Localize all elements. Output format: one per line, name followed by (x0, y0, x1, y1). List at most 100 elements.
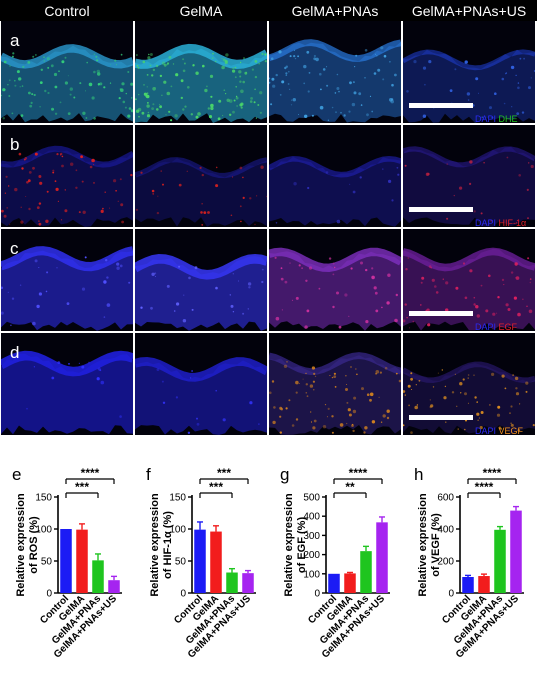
bar-3 (510, 510, 522, 593)
bar-0 (328, 573, 340, 593)
chart-h: h 0 200 400 600 Relative expressionof VEGF (%… (402, 447, 536, 679)
y-axis-label-line1: Relative expression (149, 493, 161, 597)
y-tick-label: 500 (303, 493, 320, 504)
column-header-gelma-pnas: GelMA+PNAs (291, 3, 379, 19)
stain-legend-dapi: DAPI (475, 114, 499, 124)
y-axis-label-line2: of ROS (%) (28, 516, 40, 574)
bar-1 (478, 576, 490, 593)
stain-legend-dapi: DAPI (475, 426, 499, 436)
stain-legend-marker: EGF (498, 322, 518, 332)
column-header-strip: Control GelMA GelMA+PNAs GelMA+PNAs+US (0, 0, 537, 21)
panel-letter-a: a (10, 31, 20, 50)
y-tick-label: 50 (41, 557, 53, 568)
stain-legend-marker: DHE (498, 114, 518, 124)
stain-legend-b: DAPI HIF-1α (475, 218, 526, 228)
y-tick-label: 600 (437, 493, 454, 504)
y-tick-label: 400 (437, 525, 454, 536)
scale-bar (409, 415, 473, 420)
scale-bar (409, 311, 473, 316)
micrograph-row-b-col-2 (135, 125, 267, 227)
chart-letter-e: e (12, 465, 22, 484)
stain-legend-dapi: DAPI (475, 322, 499, 332)
micrograph-row-a-col-2 (135, 21, 267, 123)
y-axis-label: Relative expressionof HIF-1α (%) (149, 493, 174, 597)
column-header-gelma-pnas-us: GelMA+PNAs+US (411, 3, 527, 19)
y-tick-label: 150 (169, 493, 186, 504)
bar-3 (108, 580, 120, 593)
bar-2 (226, 572, 238, 593)
panel-letter-d: d (10, 343, 20, 362)
stain-legend-marker: HIF-1α (498, 218, 527, 228)
y-tick-label: 200 (303, 550, 320, 561)
scale-bar (409, 103, 473, 108)
micrograph-row-b-col-3 (269, 125, 401, 227)
chart-letter-f: f (146, 465, 151, 484)
sig-label: **** (475, 480, 494, 494)
y-tick-label: 0 (314, 589, 320, 600)
bar-2 (360, 551, 372, 593)
y-tick-label: 50 (175, 557, 187, 568)
micrograph-row-d-col-2 (135, 333, 267, 435)
bar-3 (376, 522, 388, 593)
bar-0 (194, 529, 206, 593)
micrograph-row-c-col-1 (1, 229, 133, 331)
scale-bar (409, 207, 473, 212)
bar-0 (462, 577, 474, 593)
panel-letter-c: c (10, 239, 19, 258)
y-tick-label: 100 (35, 525, 52, 536)
bar-2 (494, 529, 506, 593)
micrograph-row-d-col-3 (269, 333, 401, 435)
chart-letter-g: g (280, 465, 290, 484)
stain-legend-marker: VEGF (498, 426, 524, 436)
y-tick-label: 300 (303, 531, 320, 542)
y-tick-label: 150 (35, 493, 52, 504)
sig-label: **** (483, 466, 502, 480)
bar-2 (92, 560, 104, 593)
y-axis-label-line1: Relative expression (283, 493, 295, 597)
panel-letter-b: b (10, 135, 20, 154)
chart-g: g 0 100 200 300 400 500 Relative expressionof E… (268, 447, 402, 679)
bar-1 (344, 573, 356, 593)
sig-label: *** (75, 480, 89, 494)
y-tick-label: 0 (46, 589, 52, 600)
y-tick-label: 100 (303, 569, 320, 580)
column-header-control: Control (44, 3, 90, 19)
micrograph-row-a-col-1 (1, 21, 133, 123)
y-axis-label-line2: of VEGF (%) (430, 513, 442, 577)
y-axis-label-line2: of HIF-1α (%) (162, 511, 174, 579)
micrograph-row-b-col-1 (1, 125, 133, 227)
y-tick-label: 400 (303, 512, 320, 523)
bar-1 (210, 531, 222, 593)
stain-legend-d: DAPI VEGF (475, 426, 523, 436)
y-axis-label: Relative expressionof VEGF (%) (417, 493, 442, 597)
stain-legend-c: DAPI EGF (475, 322, 517, 332)
y-tick-label: 0 (448, 589, 454, 600)
micrograph-row-d-col-1 (1, 333, 133, 435)
y-axis-label-line1: Relative expression (417, 493, 429, 597)
stain-legend-a: DAPI DHE (475, 114, 518, 124)
y-axis-label-line1: Relative expression (15, 493, 27, 597)
column-header-gelma: GelMA (179, 3, 223, 19)
sig-label: ** (345, 480, 355, 494)
chart-letter-h: h (414, 465, 424, 484)
sig-label: **** (349, 466, 368, 480)
chart-e: e 0 50 100 150 Relative expressionof ROS (%) C… (0, 447, 134, 679)
y-tick-label: 200 (437, 557, 454, 568)
sig-label: *** (209, 480, 223, 494)
sig-label: *** (217, 466, 231, 480)
micrograph-row-a-col-3 (269, 21, 401, 123)
sig-label: **** (81, 466, 100, 480)
bar-1 (76, 529, 88, 593)
chart-f: f 0 50 100 150 Relative expressionof HIF-1α (… (134, 447, 268, 679)
y-tick-label: 100 (169, 525, 186, 536)
y-axis-label: Relative expressionof EGF (%) (283, 493, 308, 597)
bar-3 (242, 573, 254, 593)
stain-legend-dapi: DAPI (475, 218, 499, 228)
y-axis-label: Relative expressionof ROS (%) (15, 493, 40, 597)
y-tick-label: 0 (180, 589, 186, 600)
